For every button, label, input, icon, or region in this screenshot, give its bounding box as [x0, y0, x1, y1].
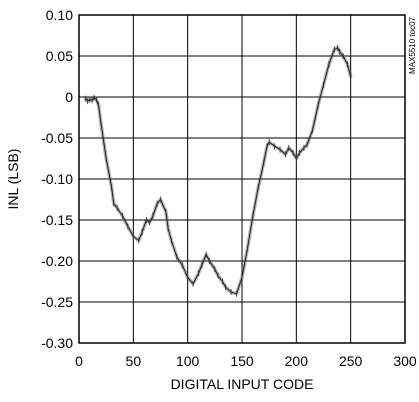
series-band — [83, 46, 353, 296]
watermark-label: MAX5510 toc07 — [408, 16, 417, 73]
series-line — [85, 47, 352, 295]
y-tick-label: -0.25 — [41, 294, 73, 310]
grid-lines — [79, 15, 405, 343]
plot-border — [78, 14, 406, 344]
y-tick-label: 0.05 — [46, 48, 73, 64]
x-tick-label: 0 — [75, 353, 83, 369]
y-axis-label: INL (LSB) — [5, 149, 21, 210]
y-tick-labels: 0.10 0.05 0 -0.05 -0.10 -0.15 -0.20 -0.25 -0.30 — [41, 7, 73, 351]
y-tick-label: -0.30 — [41, 335, 73, 351]
y-tick-label: -0.05 — [41, 130, 73, 146]
series-layer — [83, 44, 353, 297]
x-tick-label: 50 — [126, 353, 142, 369]
x-axis-label: DIGITAL INPUT CODE — [171, 376, 314, 392]
x-tick-label: 250 — [339, 353, 363, 369]
x-tick-label: 150 — [230, 353, 254, 369]
x-tick-label: 200 — [285, 353, 309, 369]
y-tick-label: -0.10 — [41, 171, 73, 187]
x-tick-labels: 0 50 100 150 200 250 300 — [75, 353, 417, 369]
x-tick-label: 300 — [393, 353, 417, 369]
y-tick-label: 0.10 — [46, 7, 73, 23]
x-tick-label: 100 — [176, 353, 200, 369]
y-tick-label: -0.15 — [41, 212, 73, 228]
y-tick-label: -0.20 — [41, 253, 73, 269]
plot-frame — [78, 14, 406, 344]
y-tick-label: 0 — [65, 89, 73, 105]
